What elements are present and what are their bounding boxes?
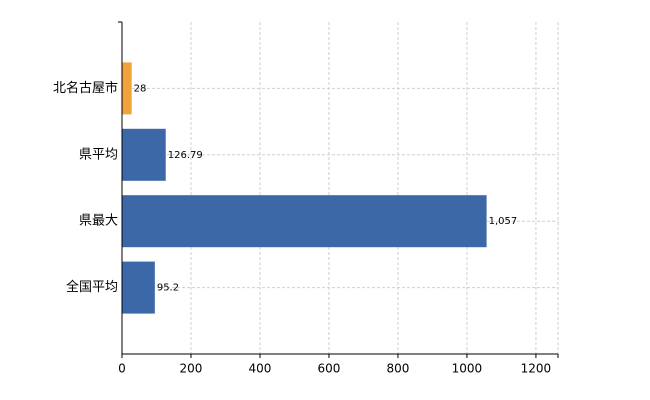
y-tick-label: 県平均 [79,147,118,162]
x-tick-label: 1000 [452,362,483,376]
y-tick-label: 全国平均 [66,279,118,295]
value-label: 95.2 [157,283,179,294]
value-label: 126.79 [168,150,203,161]
y-tick-label: 県最大 [79,214,118,229]
bar [122,261,155,314]
x-tick-label: 800 [386,362,409,376]
x-tick-label: 0 [118,362,126,376]
x-tick-label: 400 [249,362,272,376]
bar [122,128,166,181]
x-tick-label: 1200 [521,362,552,376]
bar [122,62,132,115]
bar [122,195,487,248]
value-label: 1,057 [489,216,518,227]
value-label: 28 [134,83,147,94]
x-tick-label: 600 [318,362,341,376]
x-tick-label: 200 [180,362,203,376]
y-tick-label: 北名古屋市 [53,80,118,96]
